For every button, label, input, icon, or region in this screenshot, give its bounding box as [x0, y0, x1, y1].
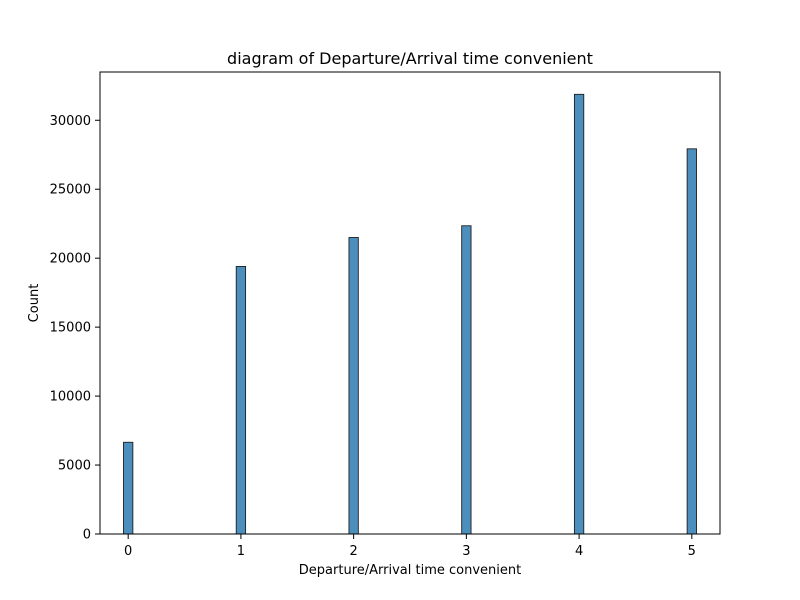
- x-tick-label: 2: [349, 544, 357, 559]
- y-axis-ticks: 0 5000 10000 15000 20000 25000 30000: [50, 114, 100, 543]
- plot-frame: [99, 71, 721, 535]
- x-tick-label: 3: [462, 544, 470, 559]
- y-tick-label: 10000: [50, 390, 91, 405]
- x-tick-label: 1: [237, 544, 245, 559]
- bar-1: [235, 266, 247, 535]
- bar-2: [348, 237, 359, 535]
- bar-0: [123, 441, 134, 535]
- bar-3: [461, 225, 472, 535]
- bar-5: [686, 148, 697, 535]
- chart-title: diagram of Departure/Arrival time conven…: [227, 49, 593, 68]
- y-tick-label: 25000: [50, 183, 91, 198]
- bar-4: [573, 93, 585, 535]
- y-tick-label: 0: [83, 528, 91, 543]
- y-axis-label: Count: [27, 284, 42, 323]
- y-tick-label: 20000: [50, 252, 91, 267]
- x-tick-label: 5: [688, 544, 696, 559]
- x-axis-ticks: 0 1 2 3 4 5: [124, 534, 696, 559]
- x-tick-label: 0: [124, 544, 132, 559]
- y-tick-label: 30000: [50, 114, 91, 129]
- x-axis-label: Departure/Arrival time convenient: [299, 563, 521, 578]
- x-tick-label: 4: [575, 544, 583, 559]
- y-tick-label: 15000: [50, 321, 91, 336]
- y-tick-label: 5000: [58, 459, 91, 474]
